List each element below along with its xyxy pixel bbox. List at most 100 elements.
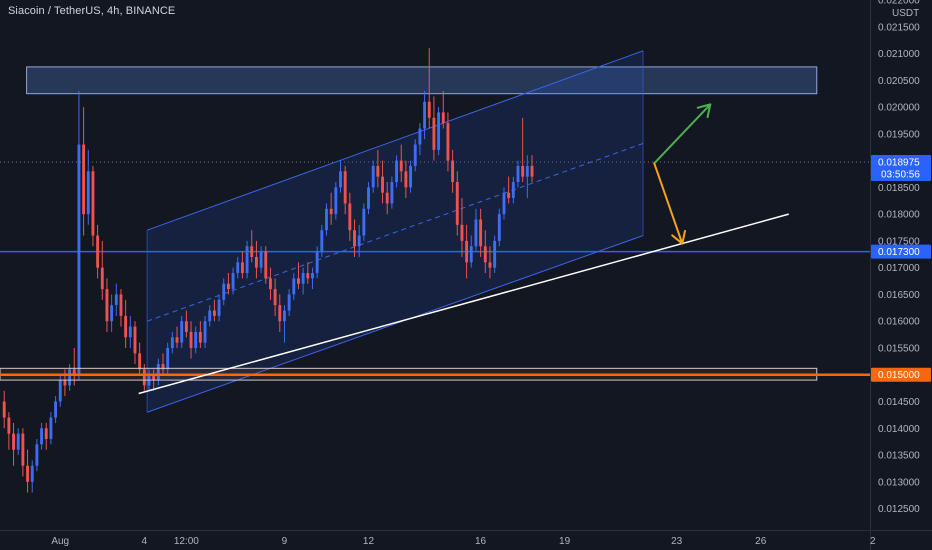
candle-body xyxy=(259,251,263,268)
candle xyxy=(208,305,212,327)
candle-body xyxy=(404,171,408,188)
candle-body xyxy=(483,246,487,263)
candle xyxy=(437,107,441,156)
candle-body xyxy=(320,230,324,252)
candle xyxy=(26,449,30,493)
candle xyxy=(460,198,464,257)
candle xyxy=(236,256,240,279)
price-tick-label: 0.018500 xyxy=(878,183,920,194)
candle-body xyxy=(35,444,39,466)
candle xyxy=(479,208,483,257)
candle xyxy=(54,396,58,423)
candle-body xyxy=(278,305,282,322)
candle-body xyxy=(254,256,258,268)
bearish-arrow-shaft xyxy=(653,162,684,245)
time-tick-label: 2 xyxy=(870,536,876,547)
candle xyxy=(507,176,511,204)
price-tick-label: 0.020500 xyxy=(878,76,920,87)
candle-body xyxy=(72,369,76,375)
candle xyxy=(16,428,20,456)
candle-body xyxy=(49,417,53,439)
candle xyxy=(180,315,184,348)
candle-body xyxy=(502,192,506,215)
candle-body xyxy=(516,165,520,183)
candle xyxy=(353,219,356,257)
candle xyxy=(128,315,132,348)
candle-body xyxy=(77,144,81,375)
bearish-arrow xyxy=(653,162,687,245)
candle xyxy=(399,144,403,183)
candle xyxy=(287,289,291,316)
time-tick-label: 16 xyxy=(475,536,487,547)
candle-body xyxy=(441,112,445,124)
candle-body xyxy=(21,433,25,466)
time-tick-label: 9 xyxy=(282,536,288,547)
candle-body xyxy=(133,326,137,354)
resistance-zone xyxy=(26,66,818,95)
candle-body xyxy=(367,187,370,209)
candle xyxy=(371,160,375,193)
candle xyxy=(502,187,506,220)
candle-body xyxy=(315,251,319,274)
candle-body xyxy=(451,160,455,183)
candle-body xyxy=(465,240,469,263)
price-badge: 0.015000 xyxy=(871,367,931,382)
candle xyxy=(189,321,193,359)
candle-body xyxy=(273,289,277,306)
candle-body xyxy=(170,337,174,348)
time-tick-label: 12:00 xyxy=(174,536,199,547)
candle-body xyxy=(362,208,366,236)
price-axis-background xyxy=(870,0,932,550)
candle xyxy=(217,294,221,322)
time-axis-background xyxy=(0,530,870,550)
candle xyxy=(413,139,417,172)
candle xyxy=(320,224,324,257)
candle-body xyxy=(217,299,221,316)
candle-body xyxy=(423,101,427,129)
candle-body xyxy=(371,165,375,188)
price-tick-label: 0.014000 xyxy=(878,424,920,435)
candle xyxy=(381,160,384,204)
candle xyxy=(161,353,165,375)
candle-body xyxy=(385,192,389,204)
candle-body xyxy=(198,331,202,343)
candle xyxy=(376,149,380,188)
candle-body xyxy=(184,321,188,332)
candle xyxy=(334,182,338,220)
candle-body xyxy=(297,278,300,284)
bullish-arrow-shaft xyxy=(653,103,712,165)
candle xyxy=(12,422,15,466)
bullish-arrow xyxy=(653,103,712,165)
candle-body xyxy=(40,428,44,445)
price-tick-label: 0.019500 xyxy=(878,129,920,140)
unit-label: USDT xyxy=(892,8,919,19)
candle-body xyxy=(376,165,380,177)
candle xyxy=(105,278,109,332)
candle-body xyxy=(329,208,333,215)
candle-body xyxy=(30,465,34,482)
candle xyxy=(124,299,128,348)
candle-body xyxy=(58,380,62,402)
price-badge-bg xyxy=(871,367,931,382)
candle xyxy=(278,294,282,332)
candle xyxy=(30,460,34,493)
candle-body xyxy=(283,310,286,322)
candle xyxy=(7,412,11,450)
time-axis[interactable]: Aug 4 12:00 9 12 16 19 23 26 2 xyxy=(0,530,932,550)
candle-body xyxy=(138,353,142,370)
time-tick-label: Aug xyxy=(51,536,69,547)
price-axis[interactable]: 0.012500 0.013000 0.013500 0.014000 0.014500… xyxy=(870,0,932,550)
candle-body xyxy=(222,283,226,300)
time-tick-label: 26 xyxy=(755,536,767,547)
candle xyxy=(40,422,44,450)
candle xyxy=(432,96,436,161)
candle xyxy=(418,123,422,156)
drawings-back xyxy=(0,50,870,413)
candle xyxy=(240,251,244,279)
candle xyxy=(451,149,455,193)
candle xyxy=(231,267,235,295)
candle-body xyxy=(530,165,534,177)
candle xyxy=(212,299,216,322)
candle xyxy=(283,305,286,343)
